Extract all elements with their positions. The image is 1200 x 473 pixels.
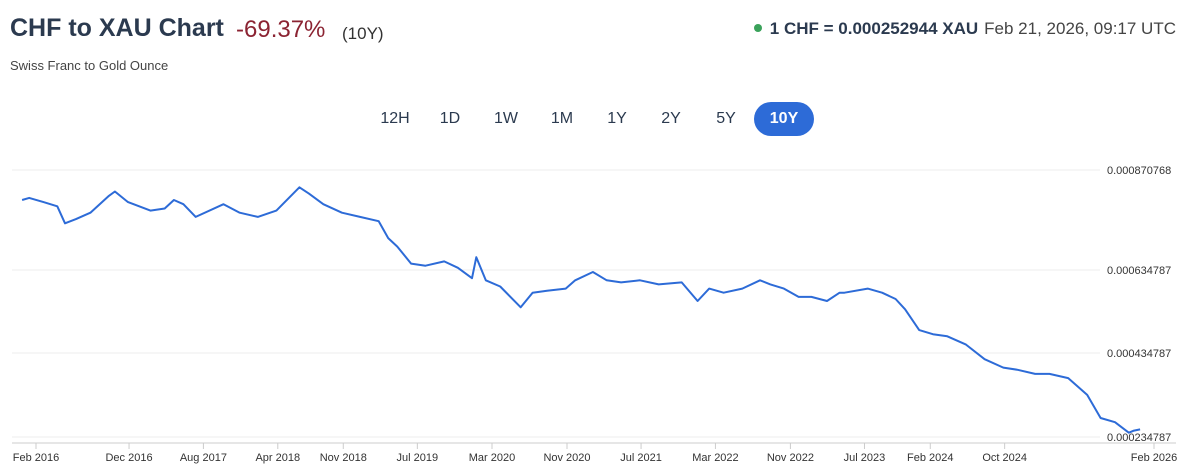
x-tick-label: Nov 2022 — [767, 452, 814, 464]
tab-1y[interactable]: 1Y — [607, 110, 627, 127]
tab-1m[interactable]: 1M — [550, 110, 574, 127]
y-tick-label: 0.000634787 — [1107, 265, 1171, 277]
x-tick-label: Jul 2023 — [844, 452, 886, 464]
x-tick-label: Feb 2024 — [907, 452, 953, 464]
tab-10y[interactable]: 10Y — [754, 102, 814, 136]
x-tick-label: Apr 2018 — [255, 452, 300, 464]
y-tick-label: 0.000870768 — [1107, 165, 1171, 177]
x-tick-label: Mar 2020 — [469, 452, 515, 464]
tab-5y[interactable]: 5Y — [716, 110, 736, 127]
x-tick-label: Aug 2017 — [180, 452, 227, 464]
x-tick-label: Oct 2024 — [982, 452, 1027, 464]
rate-timestamp: Feb 21, 2026, 09:17 UTC — [984, 19, 1176, 38]
live-status-icon — [753, 23, 762, 32]
x-tick-label: Jul 2019 — [397, 452, 439, 464]
tab-1d[interactable]: 1D — [439, 110, 461, 127]
x-tick-label: Feb 2026 — [1131, 452, 1177, 464]
series-line — [21, 186, 1141, 434]
tab-2y[interactable]: 2Y — [661, 110, 681, 127]
rate-value: 1 CHF = 0.000252944 XAU — [769, 19, 979, 38]
y-tick-label: 0.000434787 — [1107, 348, 1171, 360]
tab-1w[interactable]: 1W — [494, 110, 518, 127]
x-tick-label: Dec 2016 — [105, 452, 152, 464]
y-tick-label: 0.000234787 — [1107, 432, 1171, 444]
page-title: CHF to XAU Chart — [10, 14, 224, 42]
period-tabs: 12H 1D 1W 1M 1Y 2Y 5Y 10Y — [368, 102, 814, 136]
percent-change: -69.37% — [236, 16, 326, 43]
page-subtitle: Swiss Franc to Gold Ounce — [10, 58, 169, 73]
live-rate: 1 CHF = 0.000252944 XAU Feb 21, 2026, 09:… — [753, 19, 1176, 39]
tab-12h[interactable]: 12H — [380, 110, 410, 127]
x-tick-label: Nov 2018 — [320, 452, 367, 464]
x-tick-label: Mar 2022 — [692, 452, 738, 464]
period-label: (10Y) — [342, 24, 384, 43]
x-tick-label: Feb 2016 — [13, 452, 59, 464]
x-tick-label: Jul 2021 — [620, 452, 662, 464]
x-tick-label: Nov 2020 — [543, 452, 590, 464]
